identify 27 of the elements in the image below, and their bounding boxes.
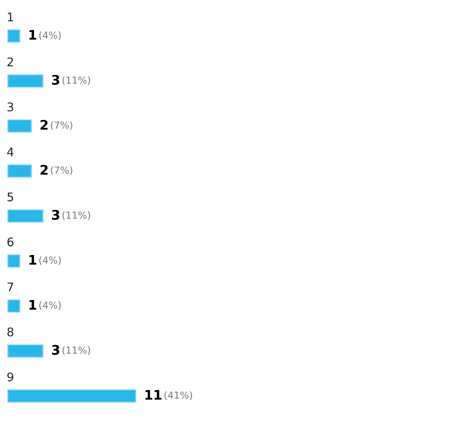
y-tick-label: 9 [7,372,14,382]
bar [7,299,20,313]
data-label: 3 (11%) [52,74,90,85]
bar [7,74,44,88]
y-tick-label: 2 [7,57,13,66]
bar [7,254,20,268]
y-tick-label: 3 [8,102,14,112]
bar [7,29,20,43]
data-label: 11 (41%) [145,390,192,400]
y-tick-label: 4 [7,148,14,156]
bar [7,209,44,223]
data-label: 1 (4%) [29,255,61,265]
data-label: 1 (4%) [29,30,61,40]
data-label: 2 (7%) [40,164,72,175]
y-tick-label: 8 [7,327,14,336]
bar [7,344,44,358]
data-label: 3 (11%) [52,210,90,220]
data-label: 1 (4%) [29,300,61,310]
bar [7,164,32,178]
y-tick-label: 1 [8,12,14,22]
data-label: 2 (7%) [40,120,72,130]
bar [7,389,136,403]
data-label: 3 (11%) [52,344,90,355]
y-tick-label: 5 [8,192,14,202]
bar [7,119,32,133]
y-tick-label: 7 [8,282,14,292]
y-tick-label: 6 [7,237,14,246]
